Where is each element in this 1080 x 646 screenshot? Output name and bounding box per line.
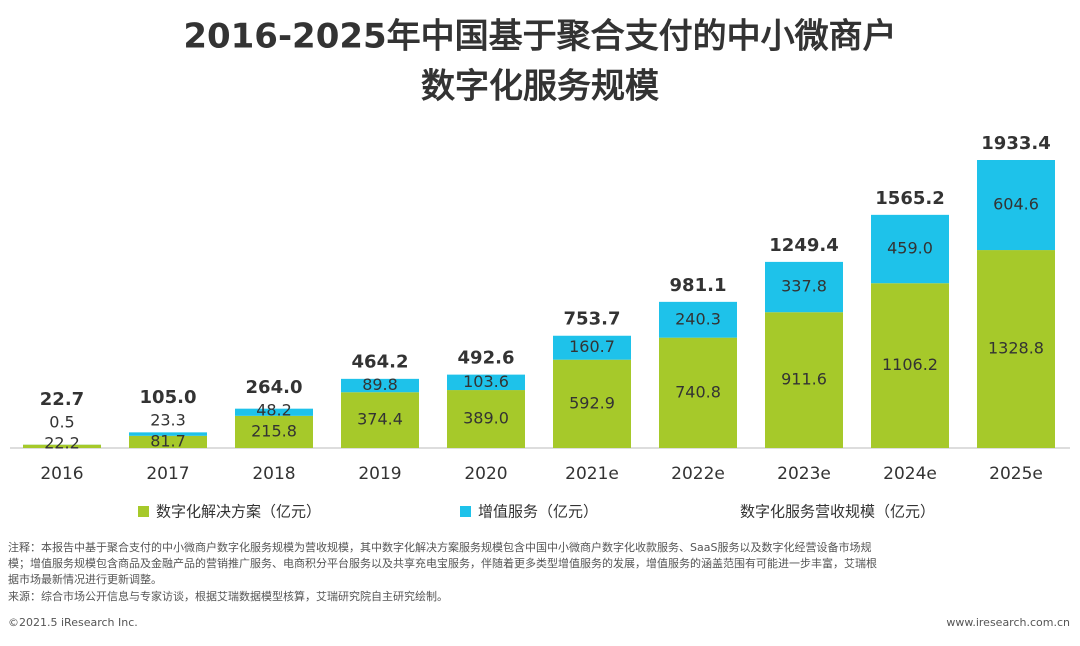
total-label: 264.0 <box>246 377 303 398</box>
value-label: 389.0 <box>463 409 509 428</box>
footnote: 据市场最新情况进行更新调整。 <box>8 572 162 586</box>
x-tick-label: 2021e <box>565 464 619 484</box>
value-label: 374.4 <box>357 410 403 429</box>
value-label: 23.3 <box>150 410 186 429</box>
value-label: 911.6 <box>781 370 827 389</box>
legend-label: 数字化解决方案（亿元） <box>156 503 321 521</box>
total-label: 1249.4 <box>769 235 838 256</box>
legend-swatch <box>138 506 149 517</box>
value-label: 160.7 <box>569 337 615 356</box>
total-label: 981.1 <box>670 275 727 296</box>
x-tick-label: 2016 <box>40 464 83 484</box>
value-label: 740.8 <box>675 382 721 401</box>
x-tick-label: 2017 <box>146 464 189 484</box>
legend-label: 增值服务（亿元） <box>478 503 598 521</box>
value-label: 0.5 <box>49 413 74 432</box>
chart-title: 2016-2025年中国基于聚合支付的中小微商户 <box>183 17 896 57</box>
website: www.iresearch.com.cn <box>946 616 1070 629</box>
value-label: 1106.2 <box>882 355 938 374</box>
x-tick-label: 2019 <box>358 464 401 484</box>
x-tick-label: 2022e <box>671 464 725 484</box>
total-label: 22.7 <box>40 389 84 410</box>
x-tick-label: 2025e <box>989 464 1043 484</box>
x-tick-label: 2018 <box>252 464 295 484</box>
total-label: 464.2 <box>352 352 409 373</box>
value-label: 592.9 <box>569 393 615 412</box>
value-label: 81.7 <box>150 431 186 450</box>
value-label: 459.0 <box>887 239 933 258</box>
legend-swatch <box>460 506 471 517</box>
value-label: 48.2 <box>256 400 292 419</box>
copyright: ©2021.5 iResearch Inc. <box>8 616 138 629</box>
value-label: 215.8 <box>251 421 297 440</box>
chart-title: 数字化服务规模 <box>421 67 659 107</box>
source: 来源：综合市场公开信息与专家访谈，根据艾瑞数据模型核算，艾瑞研究院自主研究绘制。 <box>8 589 448 603</box>
value-label: 337.8 <box>781 277 827 296</box>
total-label: 492.6 <box>458 348 515 369</box>
value-label: 89.8 <box>362 375 398 394</box>
total-label: 105.0 <box>140 387 197 408</box>
value-label: 22.2 <box>44 434 80 453</box>
x-tick-label: 2020 <box>464 464 507 484</box>
total-label: 1565.2 <box>875 188 944 209</box>
legend-label: 数字化服务营收规模（亿元） <box>740 503 935 521</box>
value-label: 240.3 <box>675 309 721 328</box>
footnote: 注释：本报告中基于聚合支付的中小微商户数字化服务规模为营收规模，其中数字化解决方… <box>8 540 871 554</box>
value-label: 1328.8 <box>988 339 1044 358</box>
footnote: 模；增值服务规模包含商品及金融产品的营销推广服务、电商积分平台服务以及共享充电宝… <box>8 556 877 570</box>
total-label: 1933.4 <box>981 133 1050 154</box>
value-label: 604.6 <box>993 195 1039 214</box>
value-label: 103.6 <box>463 372 509 391</box>
x-tick-label: 2023e <box>777 464 831 484</box>
total-label: 753.7 <box>564 309 621 330</box>
x-tick-label: 2024e <box>883 464 937 484</box>
